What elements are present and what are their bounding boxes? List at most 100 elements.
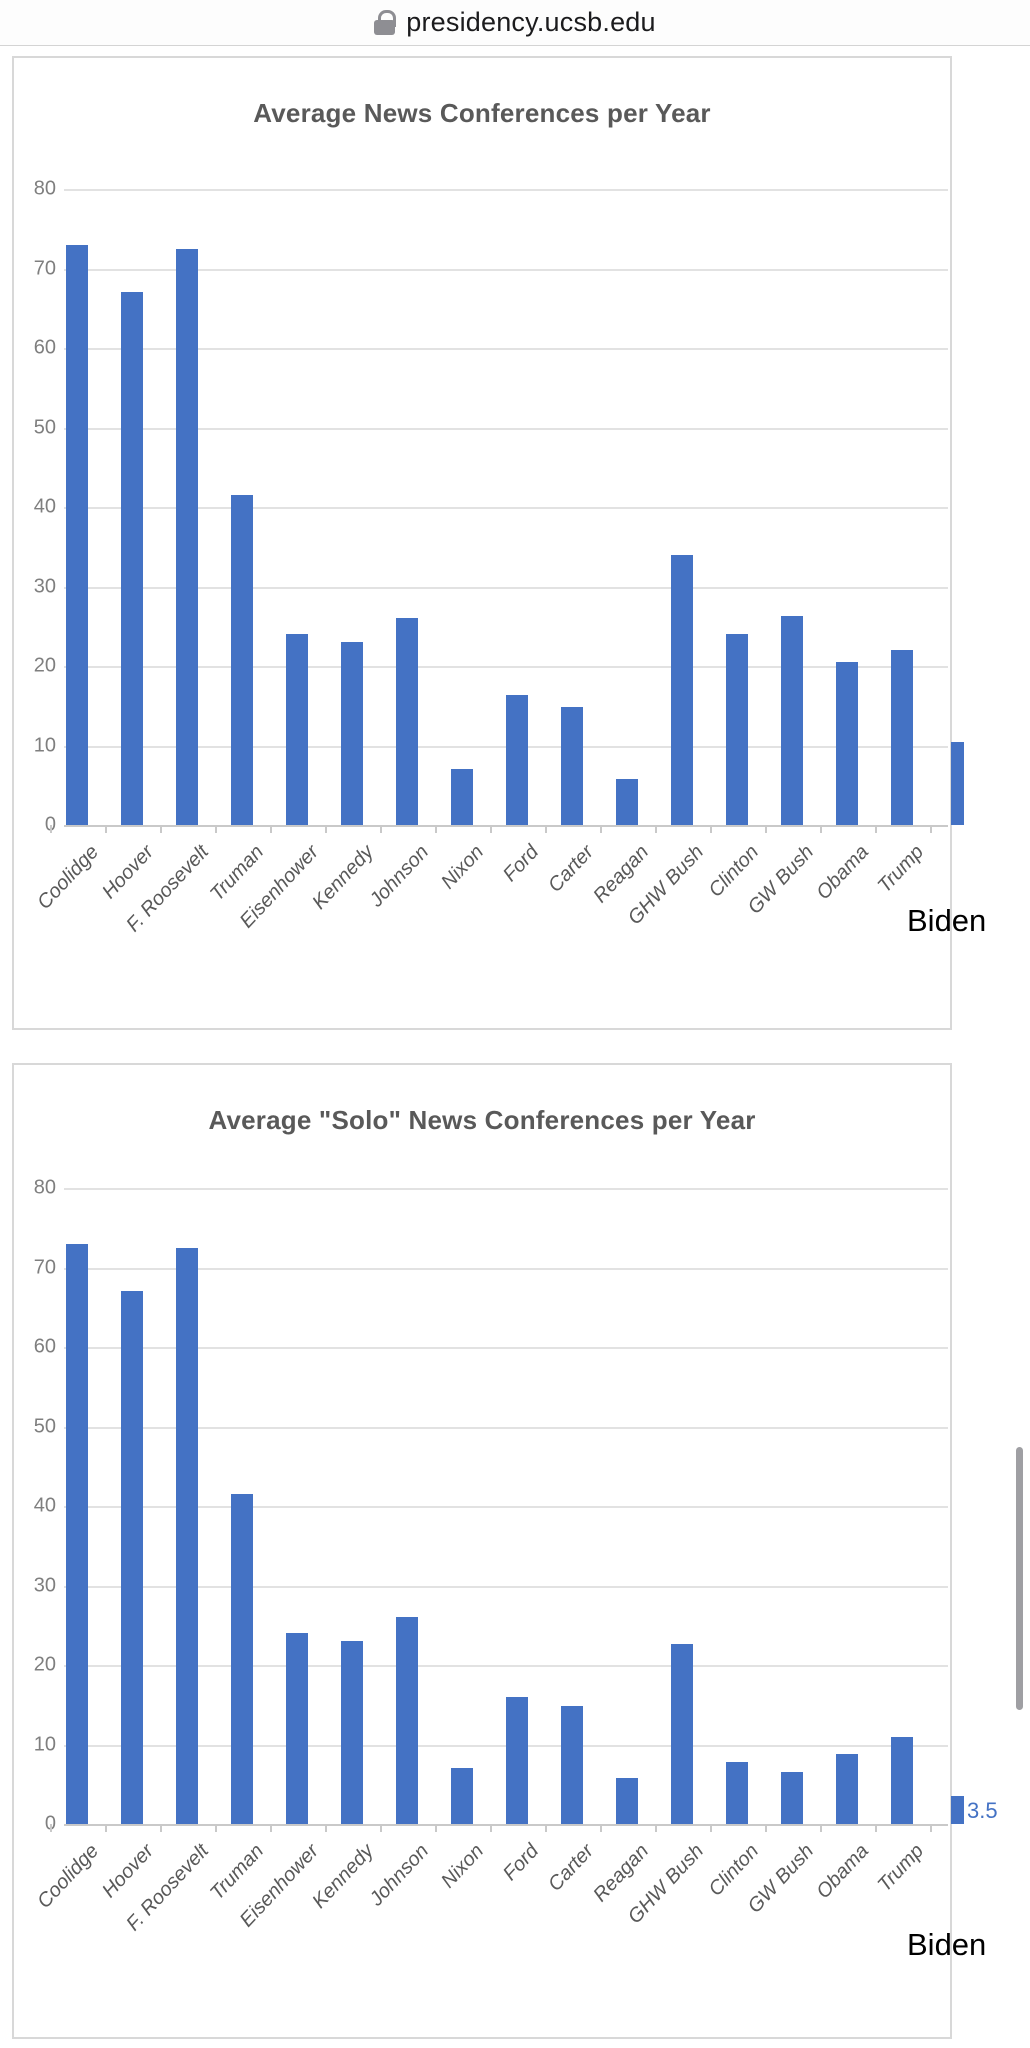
bar-gw-bush [781, 615, 803, 825]
y-tick-label: 60 [33, 1335, 56, 1358]
x-axis-line [64, 825, 948, 827]
y-tick-label: 10 [33, 1733, 56, 1755]
bar-nixon [451, 769, 473, 825]
chart-card-solo-news-conferences: Average "Solo" News Conferences per Year… [12, 1063, 998, 2039]
browser-address-bar[interactable]: presidency.ucsb.edu [0, 0, 1030, 46]
category-label-nixon: Nixon [437, 1840, 489, 1893]
bar-carter [561, 707, 583, 825]
axis-tick [269, 825, 272, 833]
y-tick-label: 60 [33, 336, 56, 359]
bar-truman [231, 495, 253, 825]
y-tick-label: 30 [33, 575, 56, 597]
bar-eisenhower [286, 634, 308, 825]
axis-tick [819, 1824, 822, 1832]
axis-tick [819, 825, 822, 833]
annotation-label-biden: Biden [907, 1927, 987, 1962]
url-text: presidency.ucsb.edu [406, 7, 656, 37]
bar-biden [951, 741, 964, 825]
annotation-label-biden: Biden [907, 903, 987, 938]
axis-tick [434, 825, 437, 833]
axis-tick [599, 825, 602, 833]
axis-tick [874, 825, 877, 833]
category-label-johnson: Johnson [365, 1840, 434, 1911]
category-label-nixon: Nixon [437, 841, 489, 894]
bar-trump [891, 1736, 913, 1824]
axis-tick [544, 825, 547, 833]
axis-tick [104, 825, 107, 833]
bar-johnson [396, 618, 418, 825]
scrollbar-thumb[interactable] [1016, 1447, 1023, 1710]
axis-tick [324, 1824, 327, 1832]
gridline [64, 1347, 948, 1349]
bar-ford [506, 695, 528, 825]
axis-tick [269, 1824, 272, 1832]
y-tick-label: 70 [33, 257, 56, 279]
bar-reagan [616, 1777, 638, 1824]
bar-ghw-bush [671, 554, 693, 825]
axis-tick [379, 825, 382, 833]
bar-clinton [726, 634, 748, 825]
gridline [64, 1665, 948, 1667]
category-label-coolidge: Coolidge [33, 1840, 104, 1913]
gridline [64, 1585, 948, 1588]
bar-kennedy [341, 642, 363, 825]
bar-carter [561, 1706, 583, 1824]
y-tick-label: 80 [33, 177, 56, 200]
bar-kennedy [341, 1641, 363, 1824]
axis-tick [874, 1824, 877, 1832]
plot-area: 0 10 20 30 40 50 60 70 80 Coolidge Hoover F. Roosev… [14, 58, 986, 1028]
bar-coolidge [66, 244, 88, 825]
axis-tick [709, 825, 712, 833]
x-axis-line [64, 1824, 948, 1826]
axis-tick [709, 1824, 712, 1832]
y-tick-label: 50 [33, 1415, 56, 1437]
y-tick-label: 20 [33, 1653, 56, 1676]
gridline [64, 507, 948, 509]
y-tick-label: 40 [33, 1494, 56, 1517]
bar-hoover [121, 1291, 143, 1824]
y-tick-label: 80 [33, 1176, 56, 1199]
category-label-trump: Trump [873, 1840, 929, 1897]
bar-coolidge [66, 1243, 88, 1824]
y-tick-label: 40 [33, 495, 56, 518]
y-tick-label: 0 [44, 1812, 56, 1835]
bar-clinton [726, 1761, 748, 1824]
axis-tick [544, 1824, 547, 1832]
gridline [64, 348, 948, 350]
chart-title: Average "Solo" News Conferences per Year [208, 1105, 756, 1135]
bar-truman [231, 1494, 253, 1824]
axis-tick [434, 1824, 437, 1832]
axis-tick [654, 1824, 657, 1832]
bar-nixon [451, 1768, 473, 1824]
bar-f-roosevelt [176, 1247, 198, 1824]
bar-gw-bush [781, 1772, 803, 1824]
bar-ford [506, 1696, 528, 1824]
axis-tick [654, 825, 657, 833]
axis-tick [599, 1824, 602, 1832]
axis-tick [379, 1824, 382, 1832]
axis-tick [764, 1824, 767, 1832]
axis-tick [929, 825, 932, 833]
axis-tick [929, 1824, 932, 1832]
gridline [64, 1267, 948, 1270]
gridline [64, 586, 948, 589]
lock-icon [374, 9, 397, 36]
category-label-ford: Ford [498, 841, 544, 887]
category-label-ford: Ford [498, 1840, 544, 1886]
bar-johnson [396, 1617, 418, 1824]
y-tick-label: 70 [33, 1256, 56, 1278]
plot-area: 0 10 20 30 40 50 60 70 80 Coolidge Hoover F. Roosev… [14, 1065, 997, 2037]
axis-tick [104, 1824, 107, 1832]
gridline [64, 1188, 948, 1190]
axis-tick [764, 825, 767, 833]
gridline [64, 427, 948, 430]
y-tick-label: 50 [33, 416, 56, 438]
gridline [64, 189, 948, 191]
bar-f-roosevelt [176, 248, 198, 825]
gridline [64, 666, 948, 668]
gridline [64, 268, 948, 271]
category-label-obama: Obama [812, 841, 874, 904]
y-tick-label: 0 [44, 813, 56, 836]
bar-reagan [616, 778, 638, 825]
axis-tick [49, 1824, 52, 1832]
